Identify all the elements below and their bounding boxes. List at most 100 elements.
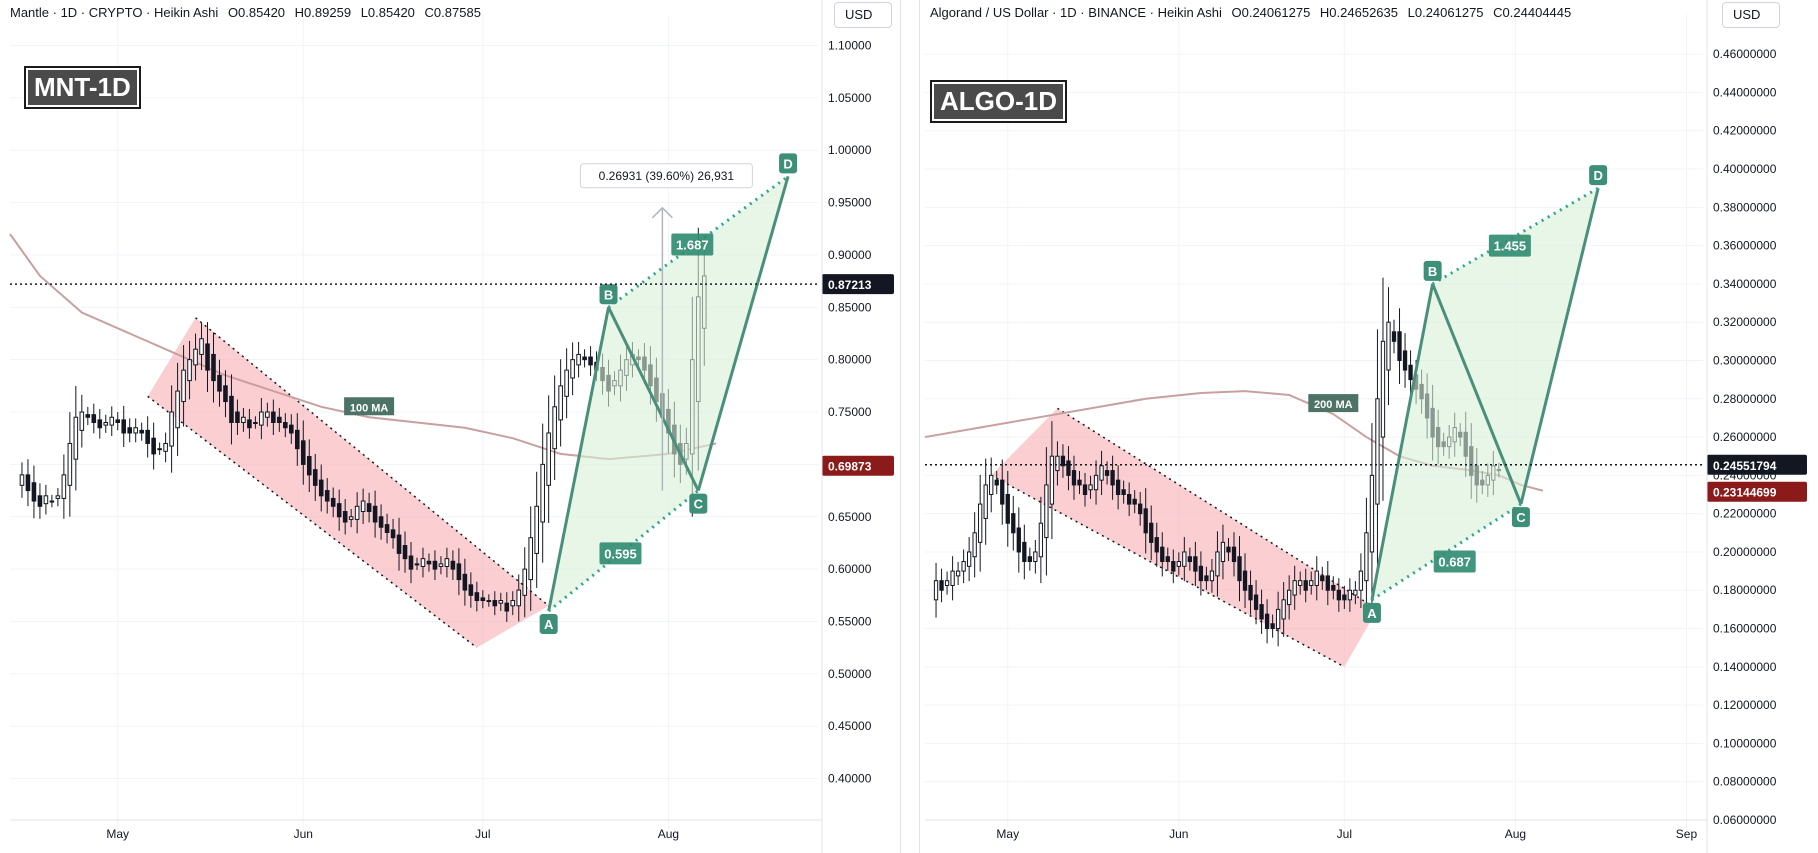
candle-up: [486, 600, 492, 603]
price-tick-label: 0.20000000: [1713, 545, 1777, 559]
candle-down: [205, 343, 210, 371]
mnt-chart-canvas[interactable]: 0.26931 (39.60%) 26,931 0.595 1.687 A B C D 100…: [0, 0, 900, 853]
candle-up: [354, 505, 360, 520]
candle-up: [265, 411, 270, 418]
candle-down: [1231, 546, 1237, 563]
point-label-c: C: [694, 497, 704, 512]
chart-panel-algo[interactable]: 0.687 1.455 A B C D 200 MA 0.46000000 0.44000000…: [920, 0, 1818, 853]
ma-label-box: [344, 397, 395, 416]
candle-down: [504, 602, 510, 612]
candle-up: [1215, 551, 1220, 577]
measure-arrow-head: [651, 206, 673, 219]
candle-down: [396, 534, 402, 554]
currency-button[interactable]: USD: [834, 2, 892, 28]
candle-down: [306, 456, 312, 476]
candle-up: [516, 589, 522, 607]
candle-down: [450, 560, 456, 570]
candle-down: [372, 505, 378, 523]
candle-down: [1193, 556, 1198, 572]
candle-up: [1093, 474, 1099, 491]
candle-down: [1171, 561, 1176, 572]
candle-down: [1132, 498, 1137, 505]
candle-down: [1204, 575, 1209, 582]
candle-down: [217, 374, 222, 392]
candle-down: [1331, 584, 1336, 591]
algo-chart-canvas[interactable]: 0.687 1.455 A B C D 200 MA 0.46000000 0.44000000…: [920, 0, 1818, 853]
point-label-c: C: [1516, 510, 1526, 525]
price-tick-label: 0.22000000: [1713, 507, 1777, 521]
candle-up: [253, 422, 258, 424]
candle-up: [558, 385, 563, 421]
candle-up: [1375, 398, 1380, 505]
candle-up: [49, 500, 55, 503]
candle-up: [1182, 551, 1187, 567]
price-tick-label: 0.55000: [828, 614, 872, 628]
candle-down: [1237, 556, 1242, 582]
point-badge: [539, 614, 558, 635]
candle-down: [336, 503, 342, 518]
candle-down: [145, 429, 150, 444]
candle-up: [133, 427, 138, 434]
legend-low: L0.24061275: [1407, 5, 1484, 20]
candle-down: [247, 419, 252, 429]
candle-up: [181, 369, 186, 403]
legend-close: C0.24404445: [1493, 5, 1572, 20]
currency-button[interactable]: USD: [1722, 2, 1780, 28]
candle-up: [360, 500, 366, 513]
candle-down: [229, 395, 234, 423]
candle-down: [1242, 570, 1248, 591]
price-tick-label: 0.08000000: [1713, 775, 1777, 789]
candle-down: [330, 497, 336, 507]
legend-symbol: Mantle · 1D · CRYPTO · Heikin Ashi: [10, 5, 219, 20]
candles: [933, 277, 1501, 647]
candle-up: [528, 537, 534, 581]
candle-up: [1386, 321, 1391, 371]
candle-down: [1253, 594, 1259, 610]
candle-down: [31, 482, 37, 502]
price-tick-label: 0.12000000: [1713, 698, 1777, 712]
point-label-d: D: [1593, 168, 1602, 183]
candle-down: [1110, 470, 1115, 486]
candle-down: [1303, 580, 1308, 591]
candle-up: [193, 348, 198, 366]
candle-up: [534, 505, 539, 554]
measure-label: 0.26931 (39.60%) 26,931: [599, 169, 735, 183]
candle-up: [19, 474, 25, 486]
candle-down: [582, 356, 587, 361]
pattern-leg-cd: [696, 175, 790, 491]
candle-down: [462, 573, 468, 591]
candle-down: [378, 516, 384, 528]
ma-price-tag-label: 0.23144699: [1713, 486, 1777, 500]
price-tick-label: 0.30000000: [1713, 353, 1777, 367]
point-label-d: D: [783, 156, 792, 171]
candle-up: [944, 580, 950, 586]
ratio-badge: [1488, 234, 1531, 257]
candle-down: [1011, 513, 1016, 534]
candle-up: [241, 416, 246, 424]
candle-up: [163, 442, 168, 452]
candle-up: [1044, 484, 1049, 539]
candle-down: [384, 524, 390, 533]
ma-price-tag-label: 0.69873: [828, 460, 872, 474]
price-axis: 0.46000000 0.44000000 0.42000000 0.40000000…: [1707, 47, 1807, 827]
candle-down: [1187, 556, 1193, 563]
candle-up: [972, 532, 977, 558]
candle-down: [1022, 541, 1027, 563]
candle-up: [961, 561, 966, 572]
candle-down: [1320, 575, 1325, 582]
candle-up: [157, 448, 162, 451]
price-tick-label: 0.45000: [828, 719, 872, 733]
candle-down: [1336, 589, 1341, 601]
last-price-tag-label: 0.87213: [828, 278, 872, 292]
candle-down: [468, 584, 474, 596]
price-tick-label: 0.60000: [828, 562, 872, 576]
price-tick-label: 0.46000000: [1713, 47, 1777, 61]
ma-label-box: [1308, 394, 1359, 413]
ma-label: 200 MA: [1314, 399, 1353, 411]
pattern-fill-bcd: [608, 176, 789, 491]
candle-up: [1220, 541, 1226, 563]
candle-down: [1138, 503, 1143, 515]
pattern-fill-bcd: [1432, 188, 1599, 505]
pattern-leg-cd: [1519, 187, 1600, 505]
chart-panel-mnt[interactable]: 0.26931 (39.60%) 26,931 0.595 1.687 A B C D 100…: [0, 0, 900, 853]
